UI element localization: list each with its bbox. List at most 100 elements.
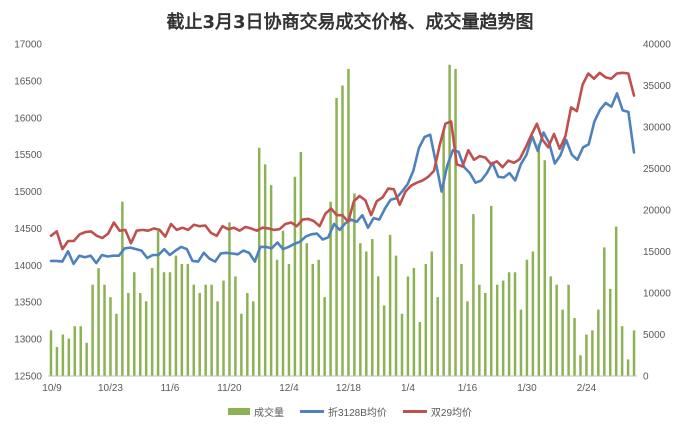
x-tick-label: 1/16 (458, 383, 478, 394)
volume-bar (365, 251, 368, 376)
volume-bar (257, 147, 261, 376)
x-tick-label: 11/20 (217, 383, 242, 394)
legend-swatch (227, 408, 250, 415)
volume-bar (216, 301, 219, 376)
volume-bar (85, 342, 88, 376)
chart-title: 截止3月3日协商交易成交价格、成交量趋势图 (166, 12, 534, 33)
volume-bar (174, 255, 178, 376)
volume-bar (537, 143, 541, 376)
volume-bar (305, 243, 309, 376)
volume-bar (168, 272, 172, 376)
legend-label: 双29均价 (430, 408, 473, 419)
series-line-shuang29 (49, 71, 636, 251)
y-left-tick-label: 14500 (14, 224, 42, 235)
volume-bar (61, 334, 65, 376)
volume-bar (626, 359, 630, 376)
volume-bar (335, 97, 338, 376)
volume-bar (311, 263, 315, 376)
volume-bar (275, 259, 279, 376)
volume-bar (359, 243, 362, 376)
volume-bar (519, 309, 523, 376)
volume-bar (138, 293, 142, 376)
y-left-tick-label: 15500 (14, 150, 42, 161)
volume-bar (376, 276, 380, 376)
legend-swatch (402, 410, 427, 413)
volume-bar (466, 301, 469, 376)
volume-bar (293, 176, 297, 376)
volume-bar (79, 326, 82, 376)
volume-bar (246, 293, 249, 376)
volume-bar (388, 234, 392, 376)
volume-bar (489, 205, 493, 376)
volume-bar (162, 272, 166, 376)
volume-bar (460, 263, 463, 376)
volume-bar (614, 226, 618, 376)
volume-bar (198, 293, 201, 376)
volume-bar (501, 280, 505, 376)
volume-bar (91, 284, 94, 376)
volume-bar (109, 297, 112, 376)
volume-bar (585, 334, 588, 376)
volume-bar (513, 272, 517, 376)
volume-bar (579, 355, 582, 376)
volume-bar (484, 293, 487, 376)
volume-bar (317, 259, 320, 376)
y-right-tick-label: 5000 (643, 330, 666, 341)
volume-bar (442, 131, 445, 376)
x-tick-label: 1/4 (401, 383, 415, 394)
y-left-tick-label: 15000 (14, 187, 42, 198)
x-tick-label: 12/4 (279, 383, 299, 394)
volume-bar (597, 309, 600, 376)
y-right-tick-label: 0 (643, 372, 649, 383)
volume-bar (281, 230, 285, 376)
volume-bar (454, 68, 457, 377)
volume-bar (150, 268, 154, 376)
volume-bar (186, 263, 190, 376)
volume-bar (49, 330, 53, 376)
series-line-zhe3128b (49, 92, 636, 266)
volume-bar (156, 230, 160, 376)
y-right-tick-label: 35000 (643, 81, 671, 92)
volume-bar (97, 268, 100, 376)
volume-bar (210, 284, 213, 376)
volume-bar (549, 276, 552, 376)
volume-bar (228, 222, 231, 376)
volume-bar (287, 263, 291, 376)
volume-bar (400, 313, 404, 376)
y-right-tick-label: 25000 (643, 164, 671, 175)
x-tick-label: 2/24 (577, 383, 597, 394)
volume-bar (507, 272, 511, 376)
volume-bar (603, 247, 606, 376)
volume-bar (561, 309, 564, 376)
legend-item: 双29均价 (402, 404, 473, 419)
y-right-tick-label: 10000 (643, 289, 671, 300)
legend: 成交量 折3128B均价 双29均价 (0, 404, 700, 419)
x-tick-label: 12/18 (336, 383, 361, 394)
legend-label: 折3128B均价 (327, 408, 387, 419)
volume-bar (567, 284, 570, 376)
volume-bar (353, 193, 356, 376)
volume-bar (252, 301, 255, 376)
volume-bar (394, 255, 398, 376)
volume-bar (73, 326, 77, 376)
volume-bar (418, 322, 422, 376)
y-left-tick-label: 13500 (14, 298, 42, 309)
x-tick-label: 10/23 (98, 383, 123, 394)
y-left-tick-label: 16500 (14, 76, 42, 87)
volume-bar (608, 288, 612, 376)
volume-bar (531, 251, 535, 376)
volume-bar (591, 330, 594, 376)
volume-bar (115, 313, 118, 376)
volume-bar (632, 330, 636, 376)
volume-bar (144, 301, 148, 376)
volume-bar (555, 284, 558, 376)
volume-bar (370, 239, 374, 376)
x-tick-label: 10/9 (42, 383, 62, 394)
legend-item: 成交量 (227, 404, 284, 419)
volume-bar (67, 338, 71, 376)
x-tick-label: 1/30 (517, 383, 537, 394)
volume-bar (472, 214, 475, 376)
volume-bar (103, 284, 106, 376)
